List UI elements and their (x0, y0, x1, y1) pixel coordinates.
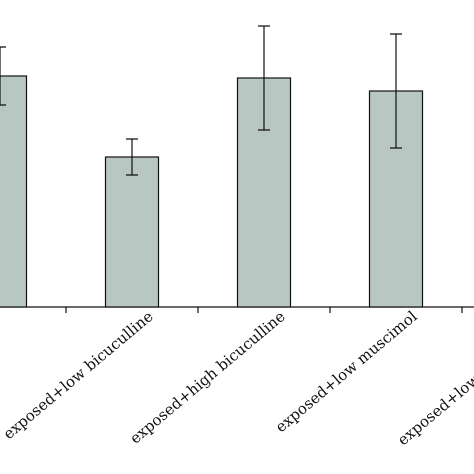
bar (104, 156, 160, 308)
error-bar (390, 33, 402, 149)
bar (368, 90, 424, 308)
error-bar (258, 25, 270, 131)
bar (0, 75, 28, 308)
x-tick-label: exposed+low (394, 370, 474, 449)
x-tick-label: exposed+high bicuculline (126, 307, 288, 447)
x-tick-label: exposed+low bicuculline (0, 307, 157, 443)
x-tick-label: exposed+low muscimol (272, 307, 421, 436)
error-bar (126, 138, 138, 176)
error-bar (0, 46, 6, 106)
